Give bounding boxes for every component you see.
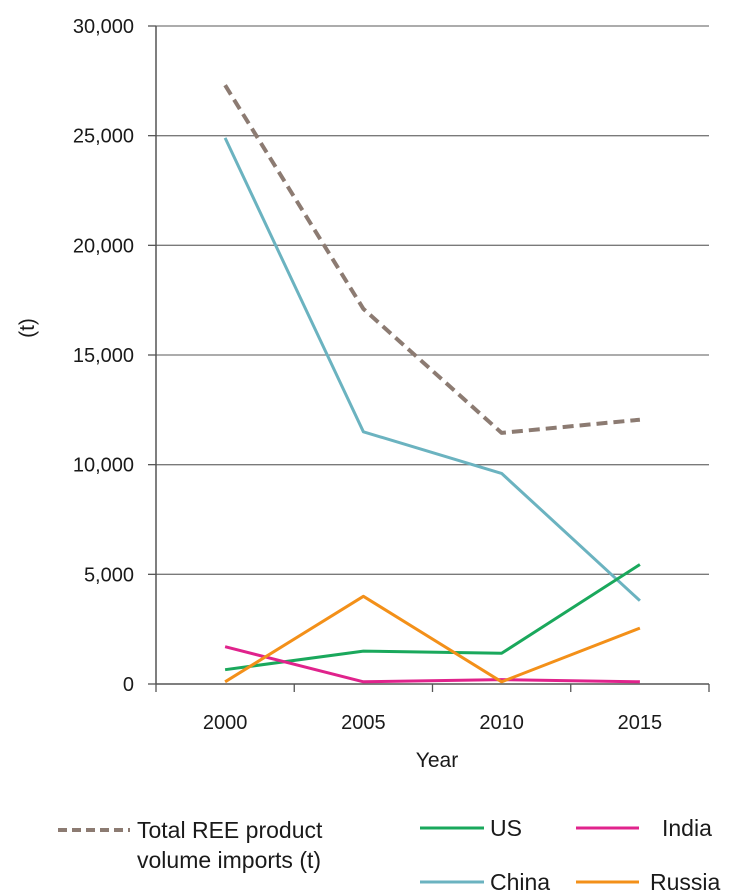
series-line-china <box>223 137 641 602</box>
y-axis-title: (t) <box>16 318 39 338</box>
x-tick-labels: 2000 2005 2010 2015 <box>155 684 710 734</box>
legend-label-india: India <box>662 815 712 841</box>
series-line-india <box>224 645 640 684</box>
legend-label-us: US <box>490 815 522 841</box>
x-tick-label-3: 2015 <box>618 712 663 734</box>
legend-label-russia: Russia <box>650 869 721 895</box>
x-tick-label-0: 2000 <box>203 712 248 734</box>
y-tick-label-0: 0 <box>123 674 134 696</box>
y-tick-label-6: 30,000 <box>73 16 134 38</box>
legend-label-total-line-2: volume imports (t) <box>137 847 321 873</box>
series-line-us <box>224 563 641 672</box>
legend-label-total-line-1: Total REE product <box>137 817 323 843</box>
x-tick-label-1: 2005 <box>341 712 386 734</box>
series-line-total-ree-product-volume-imports-t <box>223 84 641 435</box>
y-tick-label-2: 10,000 <box>73 455 134 477</box>
y-tick-label-1: 5,000 <box>84 564 134 586</box>
series-line-russia <box>224 594 641 684</box>
x-axis-title: Year <box>416 749 458 772</box>
legend: Total REE product volume imports (t) US Ind… <box>58 815 721 895</box>
legend-label-china: China <box>490 869 550 895</box>
x-tick-label-2: 2010 <box>479 712 524 734</box>
y-tick-labels: 0 5,000 10,000 15,000 20,000 25,000 30,000 <box>73 16 156 696</box>
series-lines <box>223 84 641 684</box>
y-tick-label-3: 15,000 <box>73 345 134 367</box>
y-tick-label-4: 20,000 <box>73 235 134 257</box>
y-tick-label-5: 25,000 <box>73 126 134 148</box>
gridlines <box>156 25 709 575</box>
